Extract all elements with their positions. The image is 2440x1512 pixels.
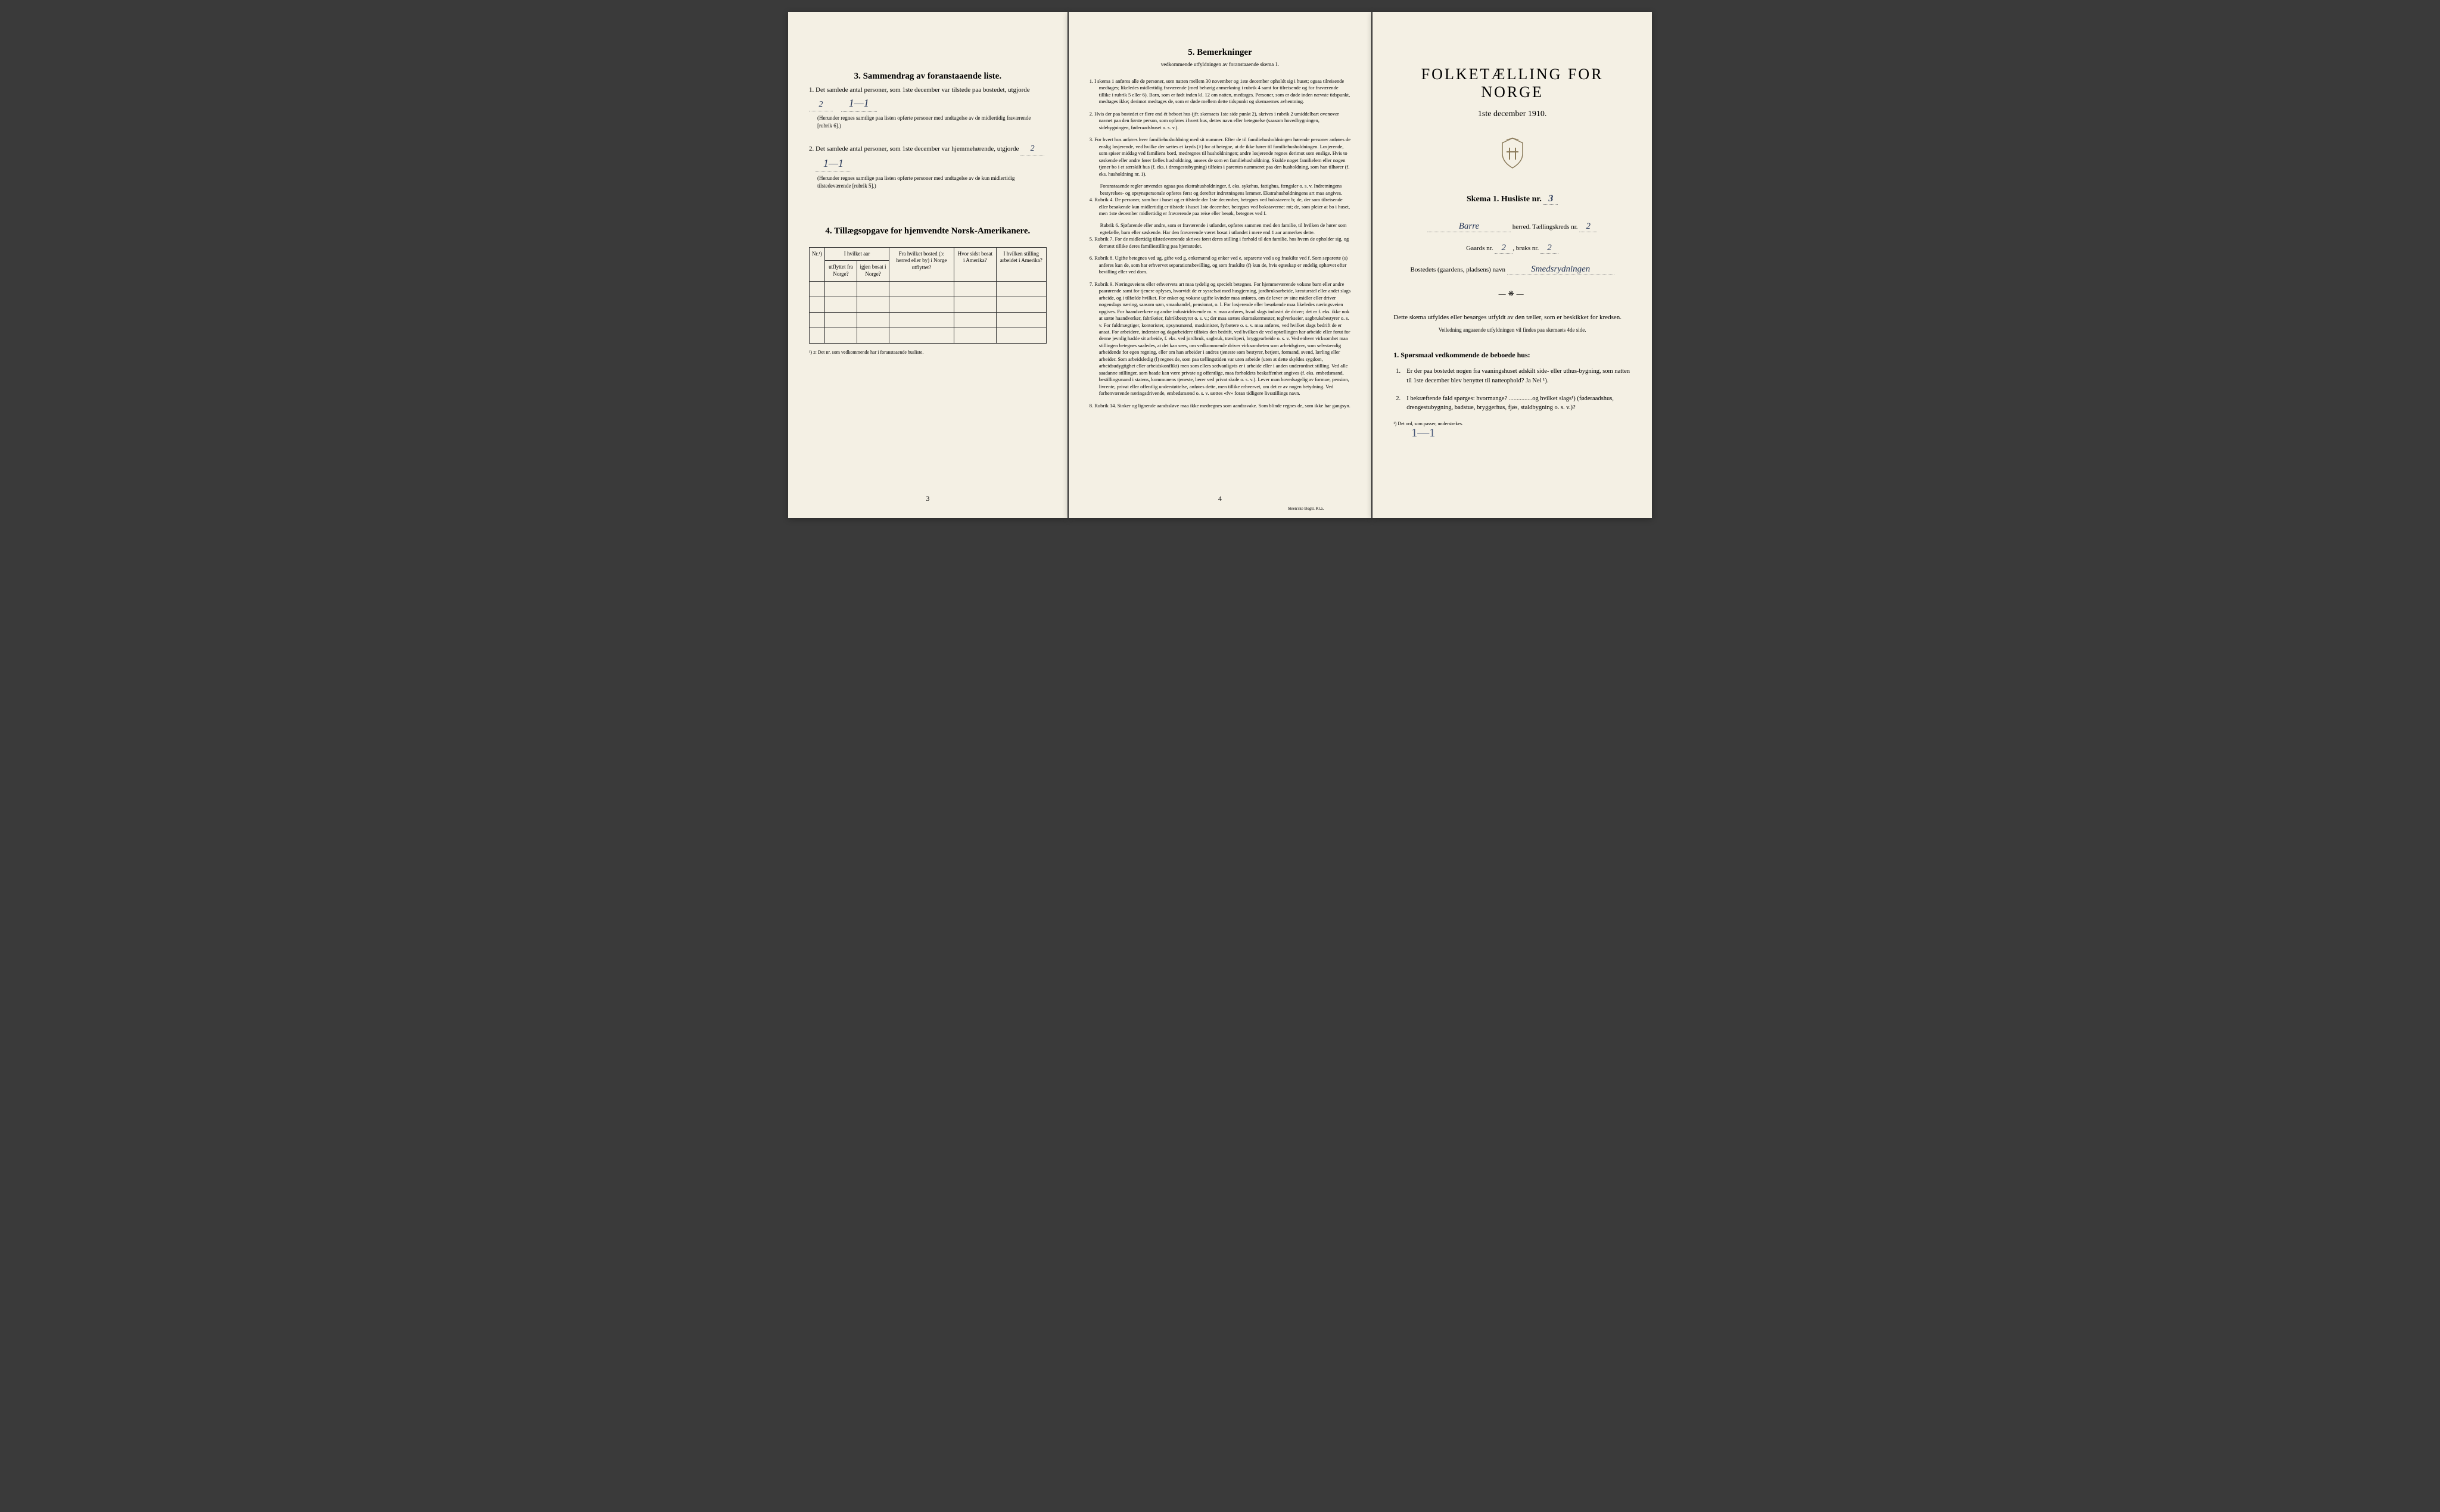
q1-title: 1. Spørsmaal vedkommende de beboede hus: (1393, 351, 1631, 360)
th-position: I hvilken stilling arbeidet i Amerika? (996, 247, 1046, 281)
instruction-text: Dette skema utfyldes eller besørges utfy… (1393, 313, 1631, 323)
emigrant-table: Nr.¹) I hvilket aar Fra hvilket bosted (… (809, 247, 1047, 344)
section3-title: 3. Sammendrag av foranstaaende liste. (809, 71, 1047, 82)
page-number-3: 3 (926, 494, 929, 503)
item2-mark: 1—1 (816, 155, 851, 172)
question-item: 1. Er der paa bostedet nogen fra vaanings… (1393, 367, 1631, 386)
remark-item: I skema 1 anføres alle de personer, som … (1090, 78, 1351, 105)
th-nr: Nr.¹) (810, 247, 825, 281)
herred-value: Barre (1459, 222, 1479, 231)
ornament-divider: ―❋― (1393, 289, 1631, 298)
item1-value: 2 (809, 98, 833, 111)
kreds-value: 2 (1586, 222, 1591, 231)
instruction-sub: Veiledning angaaende utfyldningen vil fi… (1393, 326, 1631, 335)
census-document: 3. Sammendrag av foranstaaende liste. 1.… (788, 12, 1652, 518)
husliste-nr: 3 (1543, 194, 1558, 205)
page-left: 3. Sammendrag av foranstaaende liste. 1.… (788, 12, 1068, 518)
gaards-row: Gaards nr. 2, bruks nr. 2 (1393, 243, 1631, 254)
bosted-value: Smedsrydningen (1531, 264, 1590, 274)
remark-item: Rubrik 9. Næringsveiens eller erhvervets… (1090, 281, 1351, 397)
item2-text: 2. Det samlede antal personer, som 1ste … (809, 145, 1019, 152)
table-row (810, 328, 1047, 343)
gaards-label: Gaards nr. (1466, 245, 1493, 252)
table-footnote: ¹) ɔ: Det nr. som vedkommende har i fora… (809, 350, 1047, 355)
main-title: FOLKETÆLLING FOR NORGE (1393, 66, 1631, 101)
bosted-label: Bostedets (gaardens, pladsens) navn (1411, 266, 1505, 273)
title-date: 1ste december 1910. (1393, 110, 1631, 119)
remark-sub: Rubrik 6. Sjøfarende eller andre, som er… (1100, 222, 1351, 236)
gaards-value: 2 (1501, 243, 1506, 252)
item2-note: (Herunder regnes samtlige paa listen opf… (809, 174, 1047, 191)
section5-subtitle: vedkommende utfyldningen av foranstaaend… (1090, 61, 1351, 67)
summary-item-2: 2. Det samlede antal personer, som 1ste … (809, 142, 1047, 191)
printer-mark: Steen'ske Bogtr. Kr.a. (1288, 506, 1324, 511)
remark-sub: Foranstaaende regler anvendes ogsaa paa … (1100, 183, 1351, 197)
item1-note: (Herunder regnes samtlige paa listen opf… (809, 114, 1047, 130)
th-emigrated: utflyttet fra Norge? (824, 261, 857, 281)
question-num: 1. (1396, 367, 1400, 376)
table-row (810, 281, 1047, 297)
question-item: 2. I bekræftende fald spørges: hvormange?… (1393, 394, 1631, 413)
table-row (810, 312, 1047, 328)
emigrant-table-body (810, 281, 1047, 343)
coat-of-arms-icon (1393, 137, 1631, 176)
th-year: I hvilket aar (824, 247, 889, 261)
bruks-value: 2 (1547, 243, 1552, 252)
question-text: I bekræftende fald spørges: hvormange? .… (1406, 395, 1614, 411)
question-text: Er der paa bostedet nogen fra vaaningshu… (1406, 368, 1630, 384)
table-row (810, 297, 1047, 312)
remark-item: Hvis der paa bostedet er flere end ét be… (1090, 111, 1351, 131)
summary-item-1: 1. Det samlede antal personer, som 1ste … (809, 85, 1047, 130)
remark-item: Rubrik 14. Sinker og lignende aandssløve… (1090, 403, 1351, 409)
page-number-4: 4 (1218, 494, 1222, 503)
th-from: Fra hvilket bosted (ɔ: herred eller by) … (889, 247, 954, 281)
instruction-block: Dette skema utfyldes eller besørges utfy… (1393, 313, 1631, 334)
item2-value: 2 (1020, 142, 1044, 155)
remarks-list: I skema 1 anføres alle de personer, som … (1090, 78, 1351, 409)
question-num: 2. (1396, 394, 1400, 404)
section5-title: 5. Bemerkninger (1090, 48, 1351, 58)
remark-item: Rubrik 7. For de midlertidig tilstedevær… (1090, 236, 1351, 250)
question-items: 1. Er der paa bostedet nogen fra vaanings… (1393, 367, 1631, 413)
remark-item: For hvert hus anføres hver familiehushol… (1090, 136, 1351, 177)
remark-item: Rubrik 4. De personer, som bor i huset o… (1090, 197, 1351, 217)
page-center: 5. Bemerkninger vedkommende utfyldningen… (1069, 12, 1372, 518)
remark-item: Rubrik 8. Ugifte betegnes ved ug, gifte … (1090, 255, 1351, 275)
section-3-summary: 3. Sammendrag av foranstaaende liste. 1.… (809, 71, 1047, 191)
page-right: FOLKETÆLLING FOR NORGE 1ste december 191… (1372, 12, 1652, 518)
skema-label: Skema 1. Husliste nr. (1467, 195, 1542, 204)
section4-title: 4. Tillægsopgave for hjemvendte Norsk-Am… (809, 226, 1047, 236)
item1-mark: 1—1 (841, 95, 877, 112)
skema-line: Skema 1. Husliste nr. 3 (1393, 194, 1631, 205)
footnote: ¹) Det ord, som passer, understrekes. (1393, 421, 1631, 426)
th-america: Hvor sidst bosat i Amerika? (954, 247, 996, 281)
handwriting-dash: 1—1 (1411, 426, 1631, 440)
item1-text: 1. Det samlede antal personer, som 1ste … (809, 86, 1030, 93)
herred-label: herred. Tællingskreds nr. (1512, 223, 1578, 230)
herred-row: Barre herred. Tællingskreds nr. 2 (1393, 222, 1631, 232)
section-4-emigrants: 4. Tillægsopgave for hjemvendte Norsk-Am… (809, 226, 1047, 355)
bosted-row: Bostedets (gaardens, pladsens) navn Smed… (1393, 264, 1631, 275)
th-returned: igjen bosat i Norge? (857, 261, 889, 281)
bruks-label: bruks nr. (1516, 245, 1539, 252)
